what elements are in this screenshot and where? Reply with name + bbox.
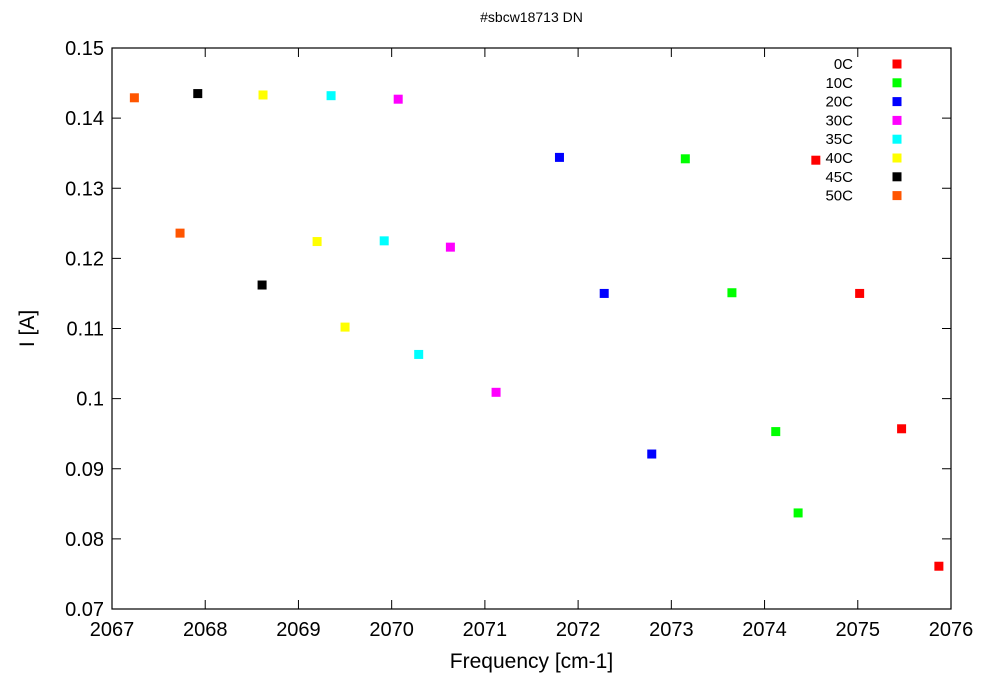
y-tick-label: 0.13 <box>65 178 104 200</box>
data-point-10C <box>680 154 690 164</box>
tick-labels: 2067 2068 2069 2070 2071 2072 2073 2074 2075 2076… <box>65 38 973 641</box>
data-point-50C <box>175 228 185 238</box>
x-axis-label: Frequency [cm-1] <box>450 650 613 673</box>
data-point-40C <box>312 237 322 247</box>
y-tick-label: 0.08 <box>65 529 104 551</box>
chart-title: #sbcw18713 DN <box>480 9 583 25</box>
data-point-45C <box>193 89 203 99</box>
y-tick-label: 0.09 <box>65 459 104 481</box>
data-point-30C <box>491 387 501 397</box>
data-point-30C <box>445 242 455 252</box>
legend-swatch <box>892 78 902 88</box>
data-point-40C <box>258 90 268 100</box>
legend-swatch <box>892 153 902 163</box>
x-tick-label: 2074 <box>742 619 787 641</box>
data-point-20C <box>554 152 564 162</box>
x-tick-label: 2067 <box>90 619 135 641</box>
data-point-30C <box>393 94 403 104</box>
x-tick-label: 2072 <box>556 619 601 641</box>
legend-swatch <box>892 59 902 69</box>
legend-swatch <box>892 191 902 201</box>
data-point-20C <box>599 288 609 298</box>
data-point-35C <box>326 91 336 101</box>
legend-label: 50C <box>825 188 853 205</box>
y-tick-label: 0.1 <box>76 389 104 411</box>
x-tick-label: 2068 <box>183 619 228 641</box>
x-tick-label: 2075 <box>836 619 881 641</box>
y-tick-label: 0.12 <box>65 248 104 270</box>
axis-ticks <box>111 47 952 610</box>
y-tick-label: 0.15 <box>65 38 104 60</box>
data-point-10C <box>727 288 737 298</box>
legend-label: 45C <box>825 169 853 186</box>
legend-label: 10C <box>825 75 853 92</box>
data-point-10C <box>771 427 781 437</box>
legend-label: 0C <box>834 56 853 73</box>
y-tick-label: 0.07 <box>65 599 104 621</box>
data-point-20C <box>647 449 657 459</box>
x-tick-label: 2069 <box>276 619 321 641</box>
data-point-50C <box>129 93 139 103</box>
y-axis-label: I [A] <box>16 310 39 347</box>
data-point-40C <box>340 322 350 332</box>
legend-label: 20C <box>825 94 853 111</box>
x-tick-label: 2070 <box>369 619 414 641</box>
data-point-35C <box>414 349 424 359</box>
data-points <box>129 89 944 571</box>
data-point-35C <box>379 236 389 246</box>
data-point-10C <box>793 508 803 518</box>
x-tick-label: 2071 <box>463 619 508 641</box>
legend-label: 30C <box>825 112 853 129</box>
legend-swatch <box>892 134 902 144</box>
legend-swatch <box>892 172 902 182</box>
data-point-45C <box>257 280 267 290</box>
y-tick-label: 0.11 <box>67 319 104 341</box>
data-point-0C <box>855 288 865 298</box>
data-point-0C <box>934 561 944 571</box>
legend-swatch <box>892 97 902 107</box>
x-tick-label: 2076 <box>929 619 974 641</box>
y-tick-label: 0.14 <box>65 108 104 130</box>
data-point-0C <box>811 155 821 165</box>
x-tick-label: 2073 <box>649 619 694 641</box>
legend-label: 40C <box>825 150 853 167</box>
legend-label: 35C <box>825 131 853 148</box>
legend-swatch <box>892 115 902 125</box>
data-point-0C <box>897 424 907 434</box>
